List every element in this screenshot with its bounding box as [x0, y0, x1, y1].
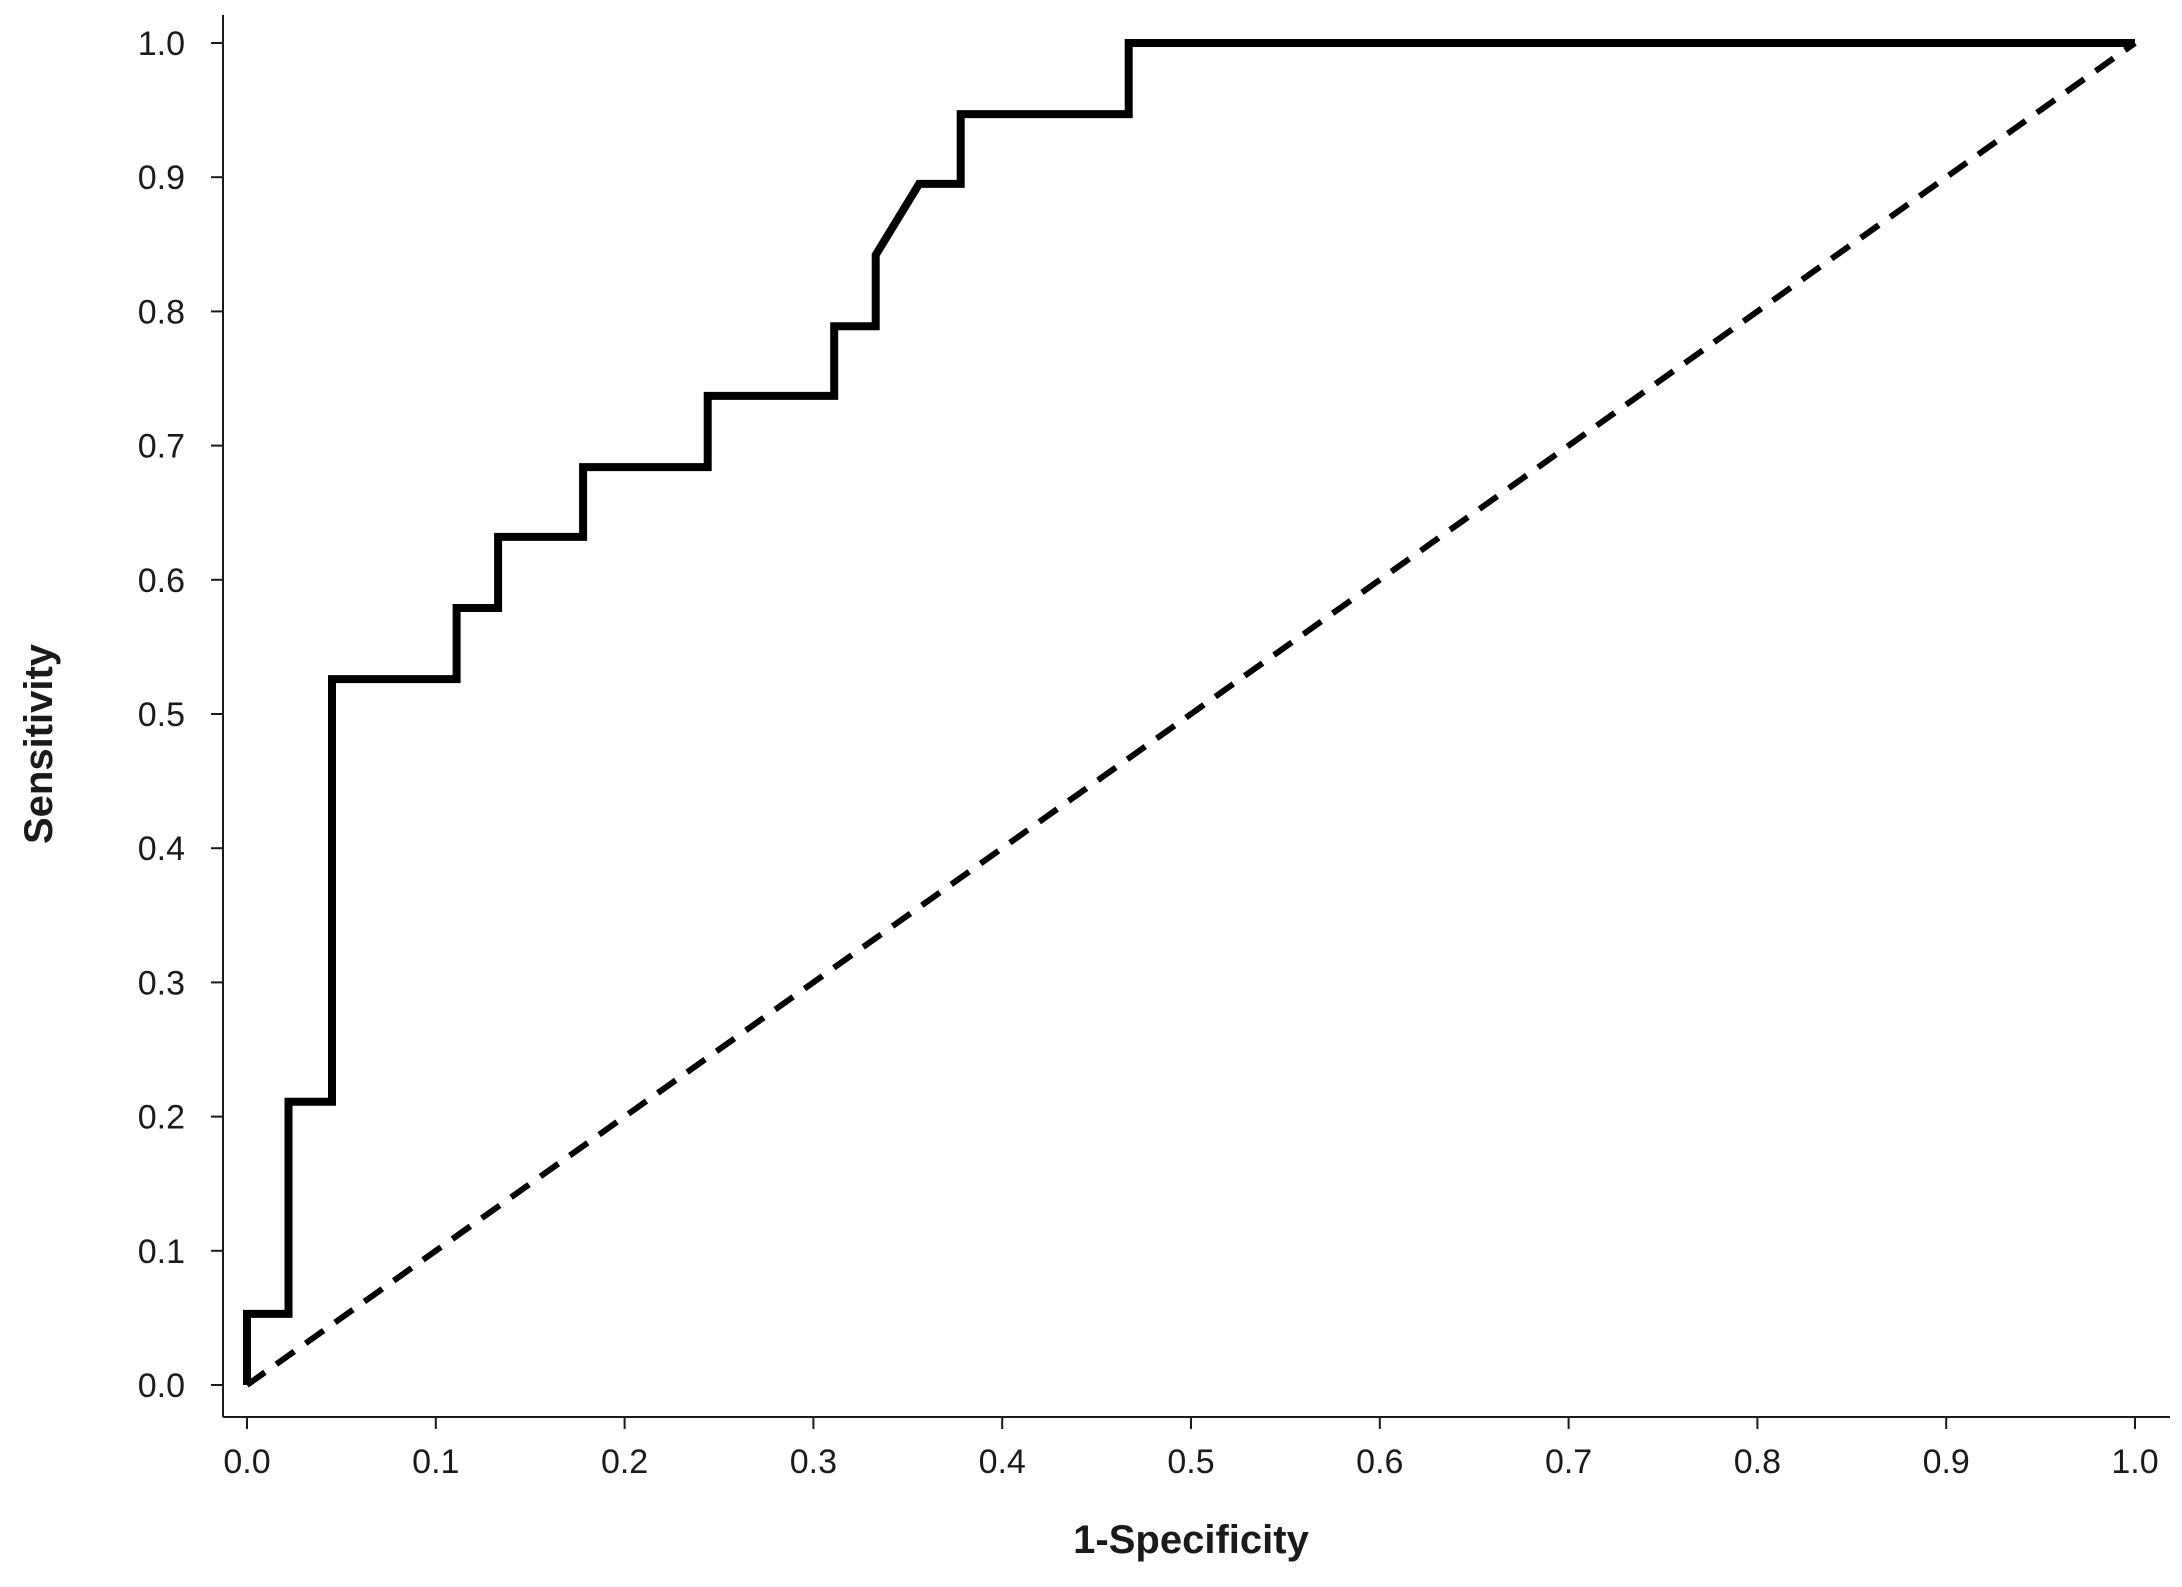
y-tick-label: 0.9 [138, 159, 185, 197]
x-tick-label: 0.4 [979, 1443, 1026, 1481]
reference-diagonal-line [245, 40, 2137, 1388]
y-tick-label: 0.1 [138, 1233, 185, 1271]
x-axis-ticks: 0.0 0.1 0.2 0.3 0.4 0.5 0.6 0.7 0.8 0.9 1.0 [223, 1417, 2159, 1481]
y-axis-title: Sensitivity [17, 643, 61, 844]
x-axis-title: 1-Specificity [1073, 1518, 1309, 1562]
y-tick-label: 0.8 [138, 293, 185, 331]
roc-curve-line [243, 39, 2135, 1385]
axes [222, 15, 2170, 1418]
x-tick-label: 0.8 [1734, 1443, 1781, 1481]
x-tick-label: 0.6 [1356, 1443, 1403, 1481]
x-tick-label: 0.7 [1545, 1443, 1592, 1481]
y-tick-label: 0.0 [138, 1367, 185, 1405]
x-tick-label: 0.2 [601, 1443, 648, 1481]
x-tick-label: 0.1 [412, 1443, 459, 1481]
y-axis-ticks: 0.0 0.1 0.2 0.3 0.4 0.5 0.6 0.7 0.8 0.9 1.0 [138, 25, 223, 1405]
y-tick-label: 0.6 [138, 562, 185, 600]
x-tick-label: 0.0 [223, 1443, 270, 1481]
x-tick-label: 0.9 [1923, 1443, 1970, 1481]
x-tick-label: 0.5 [1167, 1443, 1214, 1481]
y-tick-label: 0.3 [138, 964, 185, 1002]
y-tick-label: 0.5 [138, 696, 185, 734]
y-tick-label: 1.0 [138, 25, 185, 63]
x-tick-label: 0.3 [790, 1443, 837, 1481]
y-tick-label: 0.4 [138, 830, 185, 868]
x-tick-label: 1.0 [2111, 1443, 2158, 1481]
y-tick-label: 0.2 [138, 1099, 185, 1137]
series-layer [243, 39, 2137, 1388]
y-tick-label: 0.7 [138, 428, 185, 466]
